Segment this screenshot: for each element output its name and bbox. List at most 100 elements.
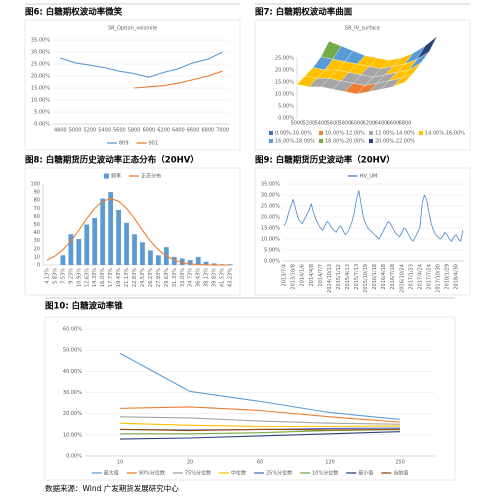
bar [195,256,201,265]
legend-swatch [369,139,373,143]
legend-label: 18.00%-20.00% [325,139,365,145]
legend-label: 10%分位数 [312,470,338,477]
legend-swatch [419,131,423,135]
legend-label: 频率 [111,173,121,180]
x-tick-label: 24.53% [140,268,146,287]
y-tick-label: 10.00% [31,98,50,104]
x-tick-label: 26.23% [148,268,154,287]
x-tick-label: 2017/10/30 [435,264,441,293]
x-tick-label: 34.73% [188,268,194,287]
y-tick-label: 30.00% [31,50,50,56]
x-tick-label: 2014/1/6 [300,264,306,286]
y-tick-label: 10 [34,254,40,260]
x-tick-label: 5000 [69,128,82,134]
x-tick-label: 5600 [327,121,340,127]
chart-title: SR_IV_surface [345,26,380,32]
x-tick-label: 19.43% [116,268,122,287]
x-tick-label: 21.13% [124,268,130,287]
legend-label: 12.00%-14.00% [375,131,415,137]
legend-swatch [319,139,323,143]
x-tick-label: 60 [257,460,263,466]
legend: HV_UM [347,174,377,180]
bar [156,255,161,265]
bar [148,250,153,265]
y-tick-label: 35.00% [261,182,280,188]
z-tick-label: 5.00% [278,104,294,110]
y-tick-label: 10.00% [63,432,82,438]
x-tick-label: 4.13% [44,268,50,284]
x-tick-label: 6200 [363,121,376,127]
bar [124,222,129,265]
y-tick-label: 30 [34,238,40,244]
x-tick-label: 29.63% [164,268,170,287]
legend-label: 正态分布 [141,173,161,180]
x-tick-label: 5200 [303,121,316,127]
y-tick-label: 30.00% [261,193,280,199]
legend-label: 14.00%-16.00% [425,131,465,137]
legend-label: 16.00%-18.00% [275,139,315,145]
y-tick-label: 35.00% [31,38,50,44]
y-tick-label: 20.00% [31,74,50,80]
y-tick-label: 20.00% [63,411,82,417]
x-tick-label: 5800 [339,121,352,127]
x-tick-label: 6200 [157,128,170,134]
x-tick-label: 2015/4/13 [345,264,351,290]
legend-label: 中位数 [231,470,246,477]
chart-frame [24,19,241,151]
legend: 809 901 [106,141,158,147]
x-tick-label: 43.23% [228,268,234,287]
legend-label: 20.00%-22.00% [375,139,415,145]
x-tick-label: 2013/10/8 [291,264,297,290]
x-tick-label: 2016/10/24 [399,264,405,293]
y-tick-label: 60 [34,214,40,220]
legend-label: 10.00%-12.00% [325,131,365,137]
x-tick-label: 2017/1/23 [408,264,414,290]
source-note: 数据来源：Wind 广发期货发展研究中心 [45,483,179,493]
x-tick-label: 16.03% [100,268,106,287]
z-tick-label: 10.00% [275,92,294,98]
y-tick-label: 25.00% [31,62,50,68]
z-tick-label: 20.00% [275,68,294,74]
x-tick-label: 5000 [291,121,304,127]
z-tick-label: 0.00% [278,116,294,122]
x-tick-label: 6600 [387,121,400,127]
x-tick-label: 22.83% [132,268,138,287]
bar [179,258,185,265]
legend-swatch [269,131,273,135]
bar [76,239,82,265]
bar [100,198,106,265]
x-tick-label: 38.13% [204,268,210,287]
legend-label: 最大值 [104,470,119,477]
x-tick-label: 6400 [375,121,388,127]
surface-patch [392,73,414,87]
x-tick-label: 2016/1/18 [372,264,378,290]
series-line [119,428,401,432]
y-tick-label: 100 [30,182,40,188]
legend-swatch [103,173,109,179]
legend: 频率 正态分布 [103,173,161,180]
x-tick-label: 2014/10/13 [327,264,333,293]
y-tick-label: 25.00% [261,204,280,210]
series-line [46,198,231,266]
bar [68,234,74,265]
x-tick-label: 6800 [399,121,412,127]
y-tick-label: 60.00% [63,327,82,333]
x-tick-label: 10 [117,460,123,466]
x-tick-label: 41.53% [220,268,226,287]
y-tick-label: 70 [34,206,40,212]
series-line [119,431,401,440]
legend: 最大值 90%分位数 75%分位数 中位数 25%分位数 10%分位数 最小值 当前值 [91,470,408,477]
x-tick-label: 6000 [351,121,364,127]
chart-frame [24,167,241,296]
bar [116,209,121,265]
x-tick-label: 5600 [113,128,126,134]
y-tick-label: 80 [34,198,40,204]
x-tick-label: 2017/4/24 [417,264,423,290]
x-tick-label: 2018/4/30 [454,264,460,290]
x-tick-label: 36.43% [196,268,202,287]
series-line [119,422,401,427]
y-tick-label: 5.00% [34,110,50,116]
x-tick-label: 12.63% [84,268,90,287]
x-tick-label: 17.73% [108,268,114,287]
y-tick-label: 15.00% [261,226,280,232]
